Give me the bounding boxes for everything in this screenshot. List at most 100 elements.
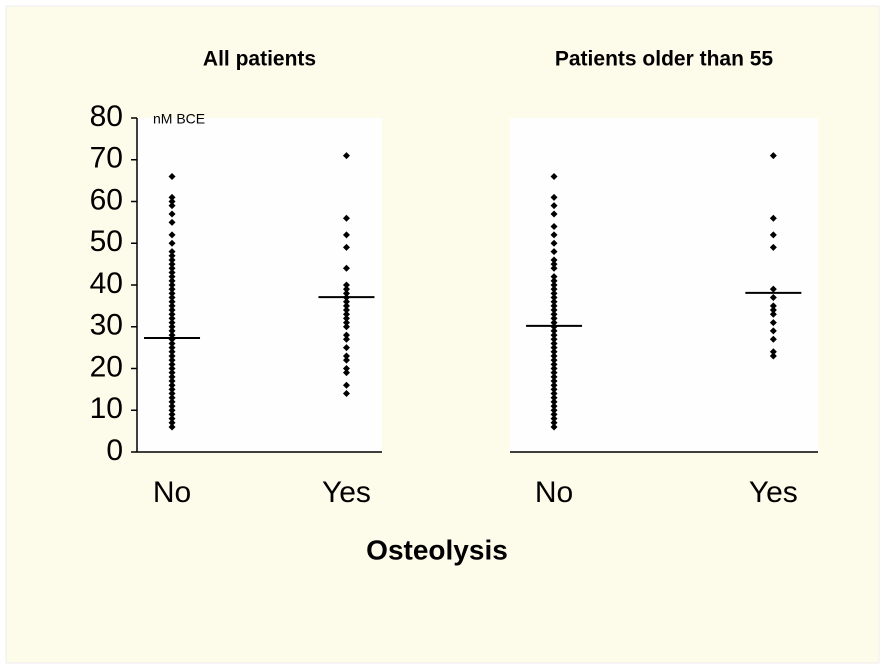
- data-point: [168, 294, 176, 302]
- data-point: [550, 377, 558, 385]
- data-point: [769, 231, 777, 239]
- data-point: [168, 302, 176, 310]
- data-point: [168, 202, 176, 210]
- data-point: [168, 314, 176, 322]
- data-point: [168, 385, 176, 393]
- data-point: [550, 423, 558, 431]
- data-point: [342, 352, 350, 360]
- data-point: [342, 331, 350, 339]
- panel-title: Patients older than 55: [555, 48, 774, 71]
- data-point: [342, 344, 350, 352]
- data-point: [550, 306, 558, 314]
- data-point: [168, 323, 176, 331]
- data-point: [168, 306, 176, 314]
- data-point: [342, 152, 350, 160]
- data-point: [550, 344, 558, 352]
- y-tick-label: 0: [106, 434, 123, 467]
- y-tick-label: 80: [90, 100, 123, 133]
- data-point: [342, 306, 350, 314]
- data-point: [342, 314, 350, 322]
- data-point: [168, 218, 176, 226]
- data-point: [550, 260, 558, 268]
- data-point: [342, 369, 350, 377]
- data-point: [342, 243, 350, 251]
- data-point: [550, 394, 558, 402]
- data-point: [550, 310, 558, 318]
- data-point: [168, 198, 176, 205]
- data-point: [550, 256, 558, 264]
- y-tick-label: 70: [90, 142, 123, 175]
- data-point: [168, 339, 176, 347]
- data-point: [769, 352, 777, 360]
- y-tick-label: 60: [90, 183, 123, 216]
- data-point: [168, 327, 176, 335]
- data-point: [550, 285, 558, 293]
- data-point: [550, 248, 558, 256]
- data-point: [769, 214, 777, 222]
- data-point: [550, 373, 558, 381]
- data-point: [168, 298, 176, 306]
- data-point: [342, 281, 350, 289]
- data-point: [342, 335, 350, 343]
- data-point: [550, 415, 558, 423]
- data-point: [769, 294, 777, 302]
- data-point: [550, 419, 558, 427]
- data-point: [550, 352, 558, 360]
- data-point: [550, 289, 558, 297]
- data-point: [168, 377, 176, 385]
- data-point: [550, 298, 558, 306]
- data-point: [550, 294, 558, 302]
- data-point: [342, 298, 350, 306]
- data-point: [342, 319, 350, 327]
- data-point: [550, 402, 558, 410]
- y-tick-label: 20: [90, 350, 123, 383]
- data-point: [342, 390, 350, 398]
- data-point: [168, 172, 176, 180]
- data-point: [168, 319, 176, 327]
- data-point: [550, 273, 558, 281]
- data-point: [168, 365, 176, 372]
- data-point: [769, 243, 777, 251]
- data-point: [168, 281, 176, 289]
- data-point: [550, 406, 558, 414]
- x-tick-label: No: [535, 476, 573, 509]
- data-point: [168, 210, 176, 218]
- data-point: [342, 323, 350, 331]
- data-point: [168, 348, 176, 356]
- data-point: [168, 331, 176, 339]
- data-point: [769, 306, 777, 314]
- data-point: [550, 335, 558, 343]
- data-point: [168, 277, 176, 285]
- data-point: [769, 319, 777, 327]
- x-tick-label: No: [153, 476, 191, 509]
- data-point: [168, 356, 176, 364]
- data-point: [550, 302, 558, 310]
- data-point: [769, 348, 777, 356]
- x-axis-title: Osteolysis: [366, 534, 508, 565]
- y-tick-label: 50: [90, 225, 123, 258]
- data-point: [769, 285, 777, 293]
- data-point: [342, 302, 350, 310]
- data-point: [550, 172, 558, 180]
- data-point: [168, 415, 176, 423]
- data-point: [342, 381, 350, 389]
- data-point: [342, 231, 350, 239]
- plot-area: [510, 118, 818, 452]
- data-point: [168, 352, 176, 360]
- data-point: [168, 256, 176, 264]
- data-point: [550, 239, 558, 247]
- data-point: [168, 252, 176, 260]
- data-point: [550, 410, 558, 418]
- x-tick-label: Yes: [322, 476, 371, 509]
- data-point: [168, 344, 176, 352]
- data-point: [168, 231, 176, 239]
- data-point: [342, 289, 350, 297]
- data-point: [550, 193, 558, 201]
- data-point: [168, 381, 176, 389]
- data-point: [168, 260, 176, 268]
- data-point: [342, 285, 350, 293]
- data-point: [769, 302, 777, 310]
- data-point: [168, 373, 176, 381]
- data-point: [550, 264, 558, 272]
- data-point: [550, 314, 558, 322]
